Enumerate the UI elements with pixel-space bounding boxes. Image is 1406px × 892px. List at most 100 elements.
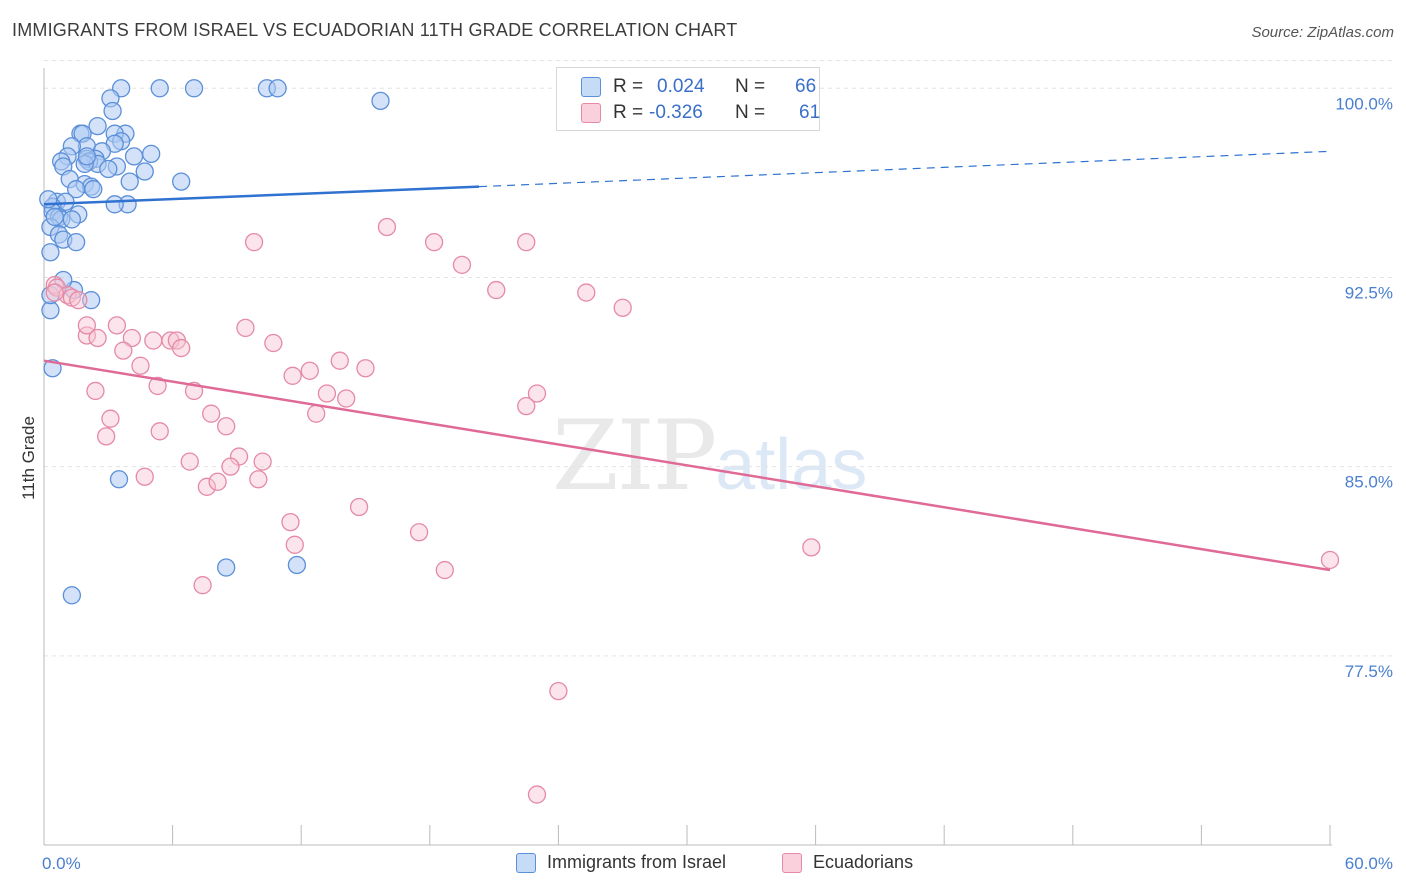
israel-point — [268, 79, 287, 98]
r-label: R = — [613, 102, 644, 123]
ecuador-point — [88, 328, 107, 348]
israel-point — [217, 558, 236, 577]
watermark: ZIPatlas — [552, 400, 867, 512]
israel-point — [45, 207, 64, 227]
ecuador-point — [208, 472, 227, 491]
ecuador-point — [317, 384, 337, 403]
x-tick-labels: 0.0% 60.0% — [42, 854, 1393, 873]
israel-point — [184, 79, 204, 98]
israel-point — [371, 91, 390, 111]
ecuador-point — [1320, 550, 1340, 570]
israel-point — [142, 144, 161, 164]
n-label: N = — [735, 102, 766, 123]
ecuador-point — [97, 427, 116, 446]
israel-swatch — [516, 853, 536, 873]
israel-point — [67, 232, 86, 252]
israel-point — [150, 79, 169, 98]
y-tick-label: 92.5% — [1345, 283, 1393, 302]
ecuador-point — [148, 376, 167, 396]
ecuador-point — [135, 467, 154, 486]
ecuador-point — [77, 316, 97, 335]
ecuador-point — [349, 497, 369, 517]
ecuador-point — [221, 457, 240, 476]
ecuador-point — [452, 255, 472, 274]
r-value: 0.024 — [657, 76, 705, 97]
ecuador-point — [122, 328, 142, 348]
x-tick-label-min: 0.0% — [42, 854, 81, 873]
legend-label-israel: Immigrants from Israel — [547, 852, 727, 872]
ecuador-trend-line — [43, 359, 1331, 572]
ecuador-point — [300, 361, 319, 380]
ecuador-point — [107, 316, 127, 335]
y-tick-label: 85.0% — [1345, 473, 1393, 492]
ecuador-point — [487, 280, 506, 300]
ecuador-point — [409, 523, 429, 542]
ecuador-point — [577, 283, 596, 302]
ecuador-point — [86, 381, 105, 401]
stats-legend: R = 0.024 N = 66 R = -0.326 N = 61 — [556, 67, 820, 131]
ecuador-point — [517, 396, 536, 416]
ecuador-point — [527, 785, 547, 804]
ecuador-point — [193, 576, 212, 595]
israel-point — [99, 159, 118, 179]
ecuador-point — [613, 298, 632, 317]
ecuador-swatch — [782, 853, 802, 873]
trend-lines — [43, 150, 1331, 572]
ecuador-point — [424, 232, 444, 252]
ecuador-point — [253, 452, 272, 471]
r-label: R = — [613, 76, 644, 97]
ecuador-point — [197, 477, 217, 496]
israel-point — [172, 172, 191, 191]
n-label: N = — [735, 76, 766, 97]
ecuador-point — [330, 351, 349, 370]
ecuador-point — [549, 681, 568, 701]
israel-point — [41, 243, 60, 262]
ecuador-point — [435, 560, 454, 580]
israel-point — [41, 301, 60, 320]
ecuador-point — [172, 338, 191, 358]
source-label: Source: ZipAtlas.com — [1251, 24, 1394, 41]
israel-point — [88, 116, 107, 136]
y-tick-labels: 100.0% 92.5% 85.0% 77.5% — [1335, 94, 1393, 681]
israel-point — [84, 180, 103, 199]
israel-trend-line — [43, 185, 480, 206]
ecuador-point — [285, 535, 304, 554]
ecuador-point — [150, 422, 169, 441]
ecuador-point — [144, 331, 163, 350]
x-tick-label-max: 60.0% — [1345, 854, 1393, 873]
israel-swatch — [581, 77, 601, 97]
ecuador-point — [202, 404, 221, 423]
ecuador-point — [45, 275, 64, 295]
n-value: 61 — [799, 102, 821, 123]
ecuador-point — [264, 333, 283, 353]
israel-point — [62, 210, 82, 229]
ecuador-point — [236, 318, 255, 338]
r-value: -0.326 — [649, 102, 703, 123]
y-axis-title: 11th Grade — [19, 416, 38, 500]
legend-label-ecuador: Ecuadorians — [813, 852, 914, 872]
israel-point — [287, 555, 307, 575]
ecuador-point — [244, 232, 264, 252]
ecuador-point — [45, 283, 64, 302]
grid-lines — [44, 60, 1394, 657]
chart-title: IMMIGRANTS FROM ISRAEL VS ECUADORIAN 11T… — [12, 20, 738, 40]
israel-point — [124, 147, 144, 166]
ecuador-point — [101, 409, 120, 428]
ecuador-point — [307, 404, 326, 423]
ecuador-point — [180, 452, 199, 471]
y-tick-label: 100.0% — [1335, 94, 1393, 113]
ecuador-point — [802, 538, 821, 557]
ecuador-point — [77, 326, 97, 345]
israel-point — [105, 195, 124, 214]
y-tick-label: 77.5% — [1345, 662, 1393, 681]
israel-point — [120, 172, 139, 191]
ecuador-point — [356, 359, 375, 378]
israel-point — [82, 291, 101, 310]
ecuador-point — [69, 291, 88, 310]
israel-point — [103, 101, 122, 121]
ecuador-point — [377, 217, 397, 237]
ecuador-point — [281, 512, 300, 532]
ecuador-point — [217, 417, 236, 436]
ecuador-swatch — [581, 103, 601, 123]
ecuador-point — [131, 356, 150, 375]
